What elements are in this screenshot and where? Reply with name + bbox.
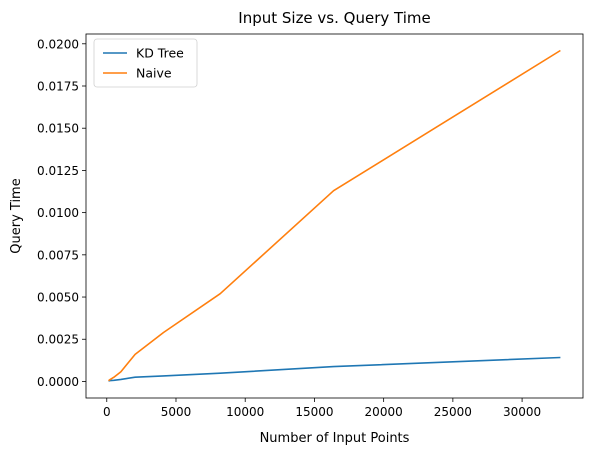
legend-box bbox=[93, 38, 198, 88]
legend: KD Tree Naive bbox=[93, 38, 198, 88]
y-tick-label: 0.0100 bbox=[37, 206, 79, 220]
legend-label: Naive bbox=[136, 66, 172, 81]
y-tick-label: 0.0175 bbox=[37, 80, 79, 94]
x-tick-label: 10000 bbox=[226, 405, 264, 419]
x-tick-label: 20000 bbox=[365, 405, 403, 419]
series-line-naive bbox=[108, 49, 561, 382]
y-tick-label: 0.0200 bbox=[37, 37, 79, 51]
series-lines bbox=[108, 49, 561, 382]
y-axis-ticks: 0.0000 0.0025 0.0050 0.0075 0.0100 0.0125 0.01… bbox=[37, 37, 86, 389]
y-tick-label: 0.0000 bbox=[37, 375, 79, 389]
plot-area-frame bbox=[85, 33, 584, 399]
legend-label: KD Tree bbox=[136, 46, 184, 61]
x-axis-ticks: 0 5000 10000 15000 20000 25000 30000 bbox=[103, 398, 541, 419]
series-line-kd-tree bbox=[108, 356, 561, 382]
y-axis-label: Query Time bbox=[9, 178, 24, 253]
x-tick-label: 25000 bbox=[434, 405, 472, 419]
x-tick-label: 0 bbox=[103, 405, 111, 419]
y-tick-label: 0.0050 bbox=[37, 291, 79, 305]
x-tick-label: 30000 bbox=[503, 405, 541, 419]
x-tick-label: 15000 bbox=[295, 405, 333, 419]
x-tick-label: 5000 bbox=[161, 405, 192, 419]
chart-title: Input Size vs. Query Time bbox=[238, 9, 430, 27]
y-tick-label: 0.0025 bbox=[37, 333, 79, 347]
y-tick-label: 0.0150 bbox=[37, 122, 79, 136]
x-axis-label: Number of Input Points bbox=[260, 431, 410, 446]
y-tick-label: 0.0075 bbox=[37, 248, 79, 262]
y-tick-label: 0.0125 bbox=[37, 164, 79, 178]
